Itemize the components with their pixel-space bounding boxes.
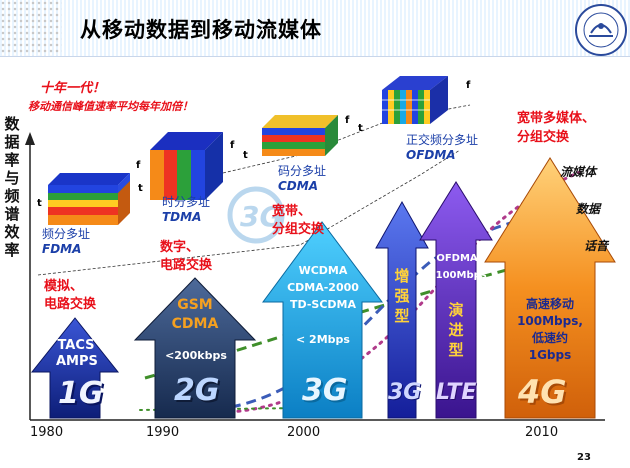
ofdma-f-letter: f <box>466 80 471 91</box>
service-label-2g: 数字、 电路交换 <box>160 240 213 273</box>
arrow-2g-tech: GSM CDMA <box>171 297 219 332</box>
arrow-4g-tech: 高速移动 100Mbps, 低速约 1Gbps <box>517 297 583 362</box>
arrow-3g-tech: WCDMA CDMA-2000 TD-SCDMA <box>287 264 359 311</box>
year-1980: 1980 <box>30 425 64 440</box>
ofdma-block <box>382 76 448 124</box>
year-1990: 1990 <box>146 425 180 440</box>
fdma-label: 频分多址 FDMA <box>42 227 91 256</box>
arrow-lte-evo: 演 进 型 <box>448 301 464 359</box>
arrow-3g-gen: 3G <box>302 373 348 408</box>
arrow-lte-tech: OFDMA <100Mbps <box>427 253 487 281</box>
trend-label-voice: 话音 <box>584 239 609 253</box>
arrow-1g <box>30 317 120 419</box>
decade-note: 十年一代！ <box>40 81 106 96</box>
arrow-3g-enhanced-label: 增 强 型 <box>394 267 410 325</box>
arrow-3g <box>262 221 383 419</box>
arrow-lte-gen: LTE <box>436 380 477 405</box>
fdma-t-letter: t <box>37 198 42 209</box>
page-title: 从移动数据到移动流媒体 <box>80 18 322 42</box>
page-number: 23 <box>577 452 591 463</box>
arrow-1g-tech: TACS AMPS <box>56 338 98 369</box>
trend-label-streaming: 流媒体 <box>560 165 597 179</box>
arrow-4g <box>484 157 616 419</box>
arrow-lte <box>419 181 493 419</box>
cdma-f-letter: f <box>345 115 350 126</box>
boundary-line-lower <box>37 149 461 276</box>
ofdma-label: 正交频分多址 OFDMA <box>406 133 479 162</box>
y-axis-label: 数 据 率 与 频 谱 效 率 <box>4 115 20 259</box>
service-label-4g: 宽带多媒体、 分组交换 <box>517 111 596 145</box>
fdma-block <box>48 173 130 225</box>
tdma-label: 时分多址 TDMA <box>162 195 211 224</box>
title-band <box>0 0 630 56</box>
svg-text:3G: 3G <box>240 200 282 233</box>
arrow-4g-gen: 4G <box>518 373 567 411</box>
title-underline <box>0 56 630 57</box>
arrow-3g-enhanced <box>375 200 429 419</box>
arrow-3g-enhanced-gen: 3G <box>388 380 422 405</box>
fdma-f-letter: f <box>136 160 141 171</box>
cdma-label: 码分多址 CDMA <box>278 164 327 193</box>
arrow-2g-gen: 2G <box>174 373 220 408</box>
year-2000: 2000 <box>287 425 321 440</box>
cdma-t-letter: t <box>358 123 363 134</box>
corner-pattern <box>0 0 62 56</box>
cdma-block <box>262 115 338 156</box>
tdma-f-letter: f <box>230 140 235 151</box>
tdma-t-letter: t <box>138 183 143 194</box>
arrow-2g-speed: <200kbps <box>165 349 227 362</box>
watermark-logo: 3G <box>227 186 285 244</box>
doubling-note: 移动通信峰值速率平均每年加倍！ <box>28 100 193 113</box>
tdma-t-letter-2: t <box>243 150 248 161</box>
service-label-3g: 宽带、 分组交换 <box>272 204 325 237</box>
trend-label-data: 数据 <box>576 202 601 216</box>
arrow-3g-speed: < 2Mbps <box>296 333 350 346</box>
university-logo <box>575 4 627 56</box>
service-label-1g: 模拟、 电路交换 <box>44 279 97 312</box>
year-2010: 2010 <box>525 425 559 440</box>
y-axis-arrowhead <box>25 132 35 145</box>
tdma-block <box>150 132 223 200</box>
arrow-2g <box>133 277 257 419</box>
trend-low-curve <box>139 407 301 411</box>
arrow-1g-gen: 1G <box>58 376 104 411</box>
